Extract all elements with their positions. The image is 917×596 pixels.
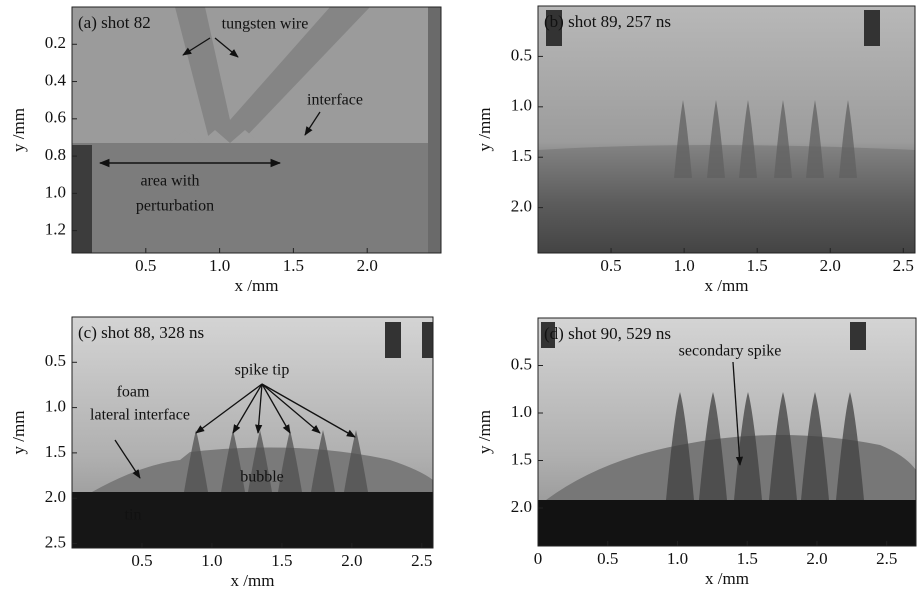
x-tick-label: 0.5: [597, 549, 618, 568]
y-tick-label: 0.4: [45, 70, 67, 89]
panel-label: (b) shot 89, 257 ns: [544, 12, 671, 31]
x-tick-label: 1.5: [737, 549, 758, 568]
x-tick-label: 1.0: [673, 256, 694, 275]
x-tick-label: 0.5: [135, 256, 156, 275]
panel-label: (a) shot 82: [78, 13, 151, 32]
x-tick-label: 1.5: [747, 256, 768, 275]
y-tick-label: 1.0: [511, 96, 532, 115]
annotation: tungsten wire: [222, 16, 309, 33]
x-tick-label: 2.0: [806, 549, 827, 568]
edge: [72, 145, 92, 253]
y-tick-label: 2.0: [511, 497, 532, 516]
y-tick-label: 2.0: [511, 197, 532, 216]
annotation: interface: [307, 92, 363, 109]
x-tick-label: 2.5: [876, 549, 897, 568]
y-tick-label: 0.8: [45, 145, 66, 164]
y-tick-label: 1.2: [45, 220, 66, 239]
y-axis-label: y /mm: [9, 108, 28, 152]
y-axis-label: y /mm: [475, 108, 494, 152]
panel-label: (c) shot 88, 328 ns: [78, 323, 204, 342]
y-tick-label: 2.0: [45, 487, 66, 506]
x-tick-label: 0: [534, 549, 543, 568]
x-tick-label: 0.5: [131, 551, 152, 570]
x-tick-label: 1.5: [271, 551, 292, 570]
y-tick-label: 1.5: [511, 146, 532, 165]
tin: [538, 500, 916, 546]
edge: [428, 7, 441, 253]
x-axis-label: x /mm: [231, 571, 275, 590]
x-tick-label: 2.0: [341, 551, 362, 570]
x-tick-label: 2.0: [357, 256, 378, 275]
y-tick-label: 0.6: [45, 108, 66, 127]
fiducial: [422, 322, 433, 358]
x-tick-label: 1.0: [667, 549, 688, 568]
x-tick-label: 1.0: [209, 256, 230, 275]
annotation: tin: [125, 507, 142, 524]
annotation: bubble: [240, 469, 284, 486]
annotation: area with: [140, 173, 199, 190]
fiducial: [850, 322, 866, 350]
x-tick-label: 2.0: [820, 256, 841, 275]
x-tick-label: 1.5: [283, 256, 304, 275]
x-tick-label: 2.5: [411, 551, 432, 570]
y-tick-label: 1.5: [511, 449, 532, 468]
target: [538, 145, 915, 253]
fiducial: [385, 322, 401, 358]
y-tick-label: 0.5: [511, 354, 532, 373]
annotation: lateral interface: [90, 407, 190, 424]
y-axis-label: y /mm: [475, 410, 494, 454]
annotation: perturbation: [136, 198, 214, 215]
x-axis-label: x /mm: [705, 569, 749, 588]
y-tick-label: 1.0: [511, 402, 532, 421]
y-tick-label: 2.5: [45, 532, 66, 551]
y-tick-label: 1.0: [45, 396, 66, 415]
fiducial: [864, 10, 880, 46]
x-tick-label: 2.5: [893, 256, 914, 275]
annotation: secondary spike: [679, 343, 782, 360]
y-tick-label: 0.2: [45, 33, 66, 52]
panel-label: (d) shot 90, 529 ns: [544, 324, 671, 343]
figure: 0.5 1.0 1.5 2.0 0.2 0.4 0.6 0.8 1.0 1.2 x /mm y /mm…: [0, 0, 917, 596]
y-axis-label: y /mm: [9, 411, 28, 455]
x-tick-label: 1.0: [201, 551, 222, 570]
y-tick-label: 1.5: [45, 442, 66, 461]
x-tick-label: 0.5: [600, 256, 621, 275]
annotation: foam: [117, 384, 150, 401]
x-axis-label: x /mm: [705, 276, 749, 295]
annotation: spike tip: [235, 362, 290, 379]
y-tick-label: 0.5: [511, 45, 532, 64]
y-tick-label: 1.0: [45, 182, 66, 201]
y-tick-label: 0.5: [45, 351, 66, 370]
x-axis-label: x /mm: [235, 276, 279, 295]
